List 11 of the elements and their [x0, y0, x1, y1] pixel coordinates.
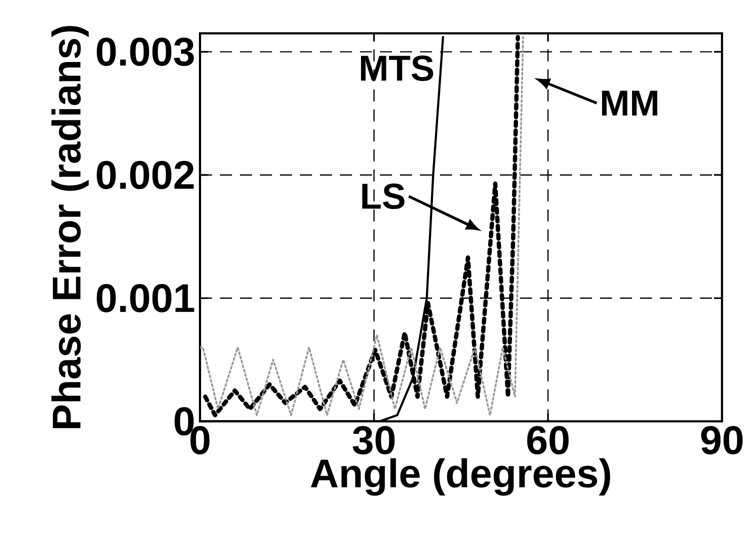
x-tick-label: 60 — [527, 426, 569, 454]
y-tick-label: 0.002 — [96, 160, 194, 190]
x-tick-label: 90 — [701, 426, 743, 454]
y-axis-title: Phase Error (radians) — [51, 26, 89, 428]
annotation: MTS — [360, 56, 434, 81]
annotation: LS — [362, 184, 404, 210]
y-tick-label: 0.003 — [96, 38, 194, 66]
y-tick-label: 0.001 — [96, 284, 194, 312]
x-axis-title: Angle (degrees) — [310, 458, 610, 496]
annotation: MM — [602, 90, 658, 116]
x-tick-label: 30 — [352, 426, 395, 454]
